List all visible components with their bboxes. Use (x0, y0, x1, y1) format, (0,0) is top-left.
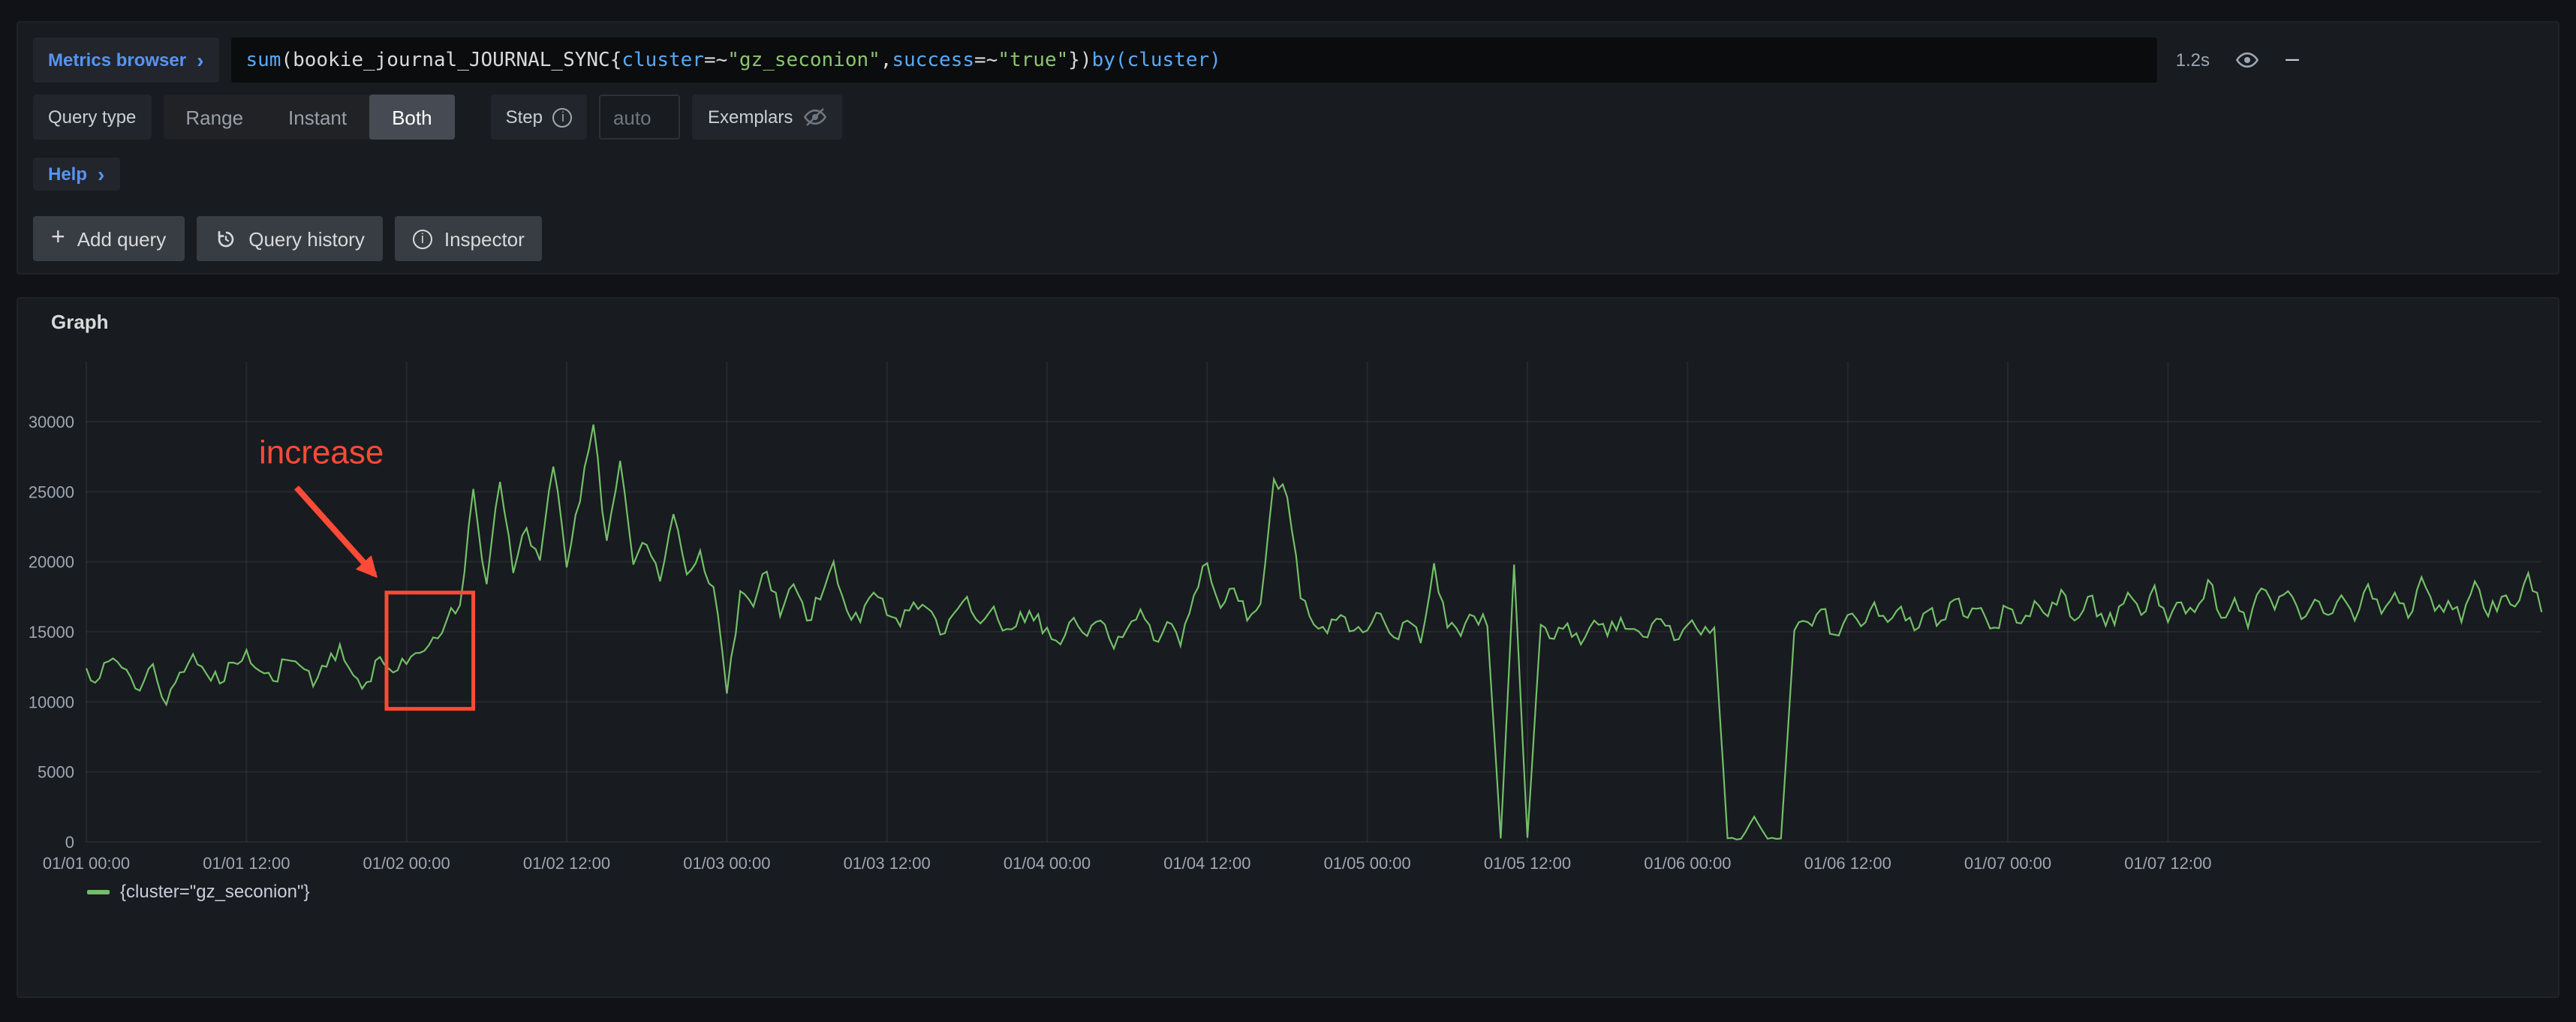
query-expression: sum(bookie_journal_JOURNAL_SYNC{cluster=… (245, 49, 1221, 71)
y-axis-label: 30000 (29, 413, 74, 431)
panel-title[interactable]: Graph (51, 311, 109, 333)
legend-swatch (87, 889, 110, 894)
y-axis-label: 15000 (29, 623, 74, 642)
y-axis-label: 25000 (29, 482, 74, 501)
actions-row: + Add query Query history i Inspector (33, 216, 2543, 261)
info-icon: i (412, 229, 432, 248)
x-axis-label: 01/05 00:00 (1324, 854, 1411, 873)
add-query-button[interactable]: + Add query (33, 216, 185, 261)
x-axis-label: 01/01 00:00 (43, 854, 130, 873)
series-line (85, 424, 2543, 840)
query-type-both[interactable]: Both (369, 95, 455, 140)
step-label-chip: Step i (490, 95, 588, 140)
exemplars-label: Exemplars (707, 107, 793, 128)
history-icon (214, 227, 236, 250)
query-editor-card: Metrics browser › sum(bookie_journal_JOU… (17, 21, 2559, 275)
eye-slash-icon[interactable] (803, 105, 827, 129)
x-axis-label: 01/07 12:00 (2124, 854, 2211, 873)
x-axis-label: 01/02 00:00 (363, 854, 450, 873)
chevron-right-icon: › (98, 162, 105, 186)
query-options-row: Query type Range Instant Both Step i Exemp… (33, 95, 2543, 140)
x-axis-label: 01/06 00:00 (1644, 854, 1731, 873)
query-duration-badge: 1.2s (2175, 50, 2210, 71)
inspector-button[interactable]: i Inspector (394, 216, 543, 261)
query-type-group: Range Instant Both (163, 95, 455, 140)
annotation-text: increase (259, 434, 384, 471)
query-type-label: Query type (33, 95, 152, 140)
chart-legend: {cluster="gz_seconion"} (87, 881, 310, 902)
query-history-label: Query history (248, 227, 365, 250)
eye-icon (2235, 48, 2259, 72)
annotation-arrow (294, 485, 378, 579)
info-icon: i (552, 107, 573, 127)
y-axis-label: 10000 (29, 693, 74, 711)
x-axis-label: 01/06 12:00 (1804, 854, 1891, 873)
x-axis-label: 01/05 12:00 (1484, 854, 1571, 873)
y-axis-label: 20000 (29, 553, 74, 572)
collapse-query-button[interactable]: – (2270, 38, 2315, 83)
y-axis-label: 0 (65, 833, 74, 852)
x-axis-label: 01/04 00:00 (1004, 854, 1091, 873)
x-axis-label: 01/02 12:00 (523, 854, 610, 873)
query-expression-input[interactable]: sum(bookie_journal_JOURNAL_SYNC{cluster=… (230, 38, 2158, 83)
query-row: Metrics browser › sum(bookie_journal_JOU… (33, 38, 2315, 83)
x-axis-label: 01/01 12:00 (203, 854, 290, 873)
annotation-box (384, 591, 476, 711)
y-axis-label: 5000 (38, 763, 74, 782)
x-axis-label: 01/04 12:00 (1163, 854, 1250, 873)
x-axis-label: 01/03 12:00 (844, 854, 931, 873)
legend-series-label[interactable]: {cluster="gz_seconion"} (120, 881, 310, 902)
graph-panel: Graph 0 5000 10000 15000 20000 25000 30000 01/0… (17, 297, 2559, 998)
query-history-button[interactable]: Query history (196, 216, 383, 261)
chevron-right-icon: › (197, 48, 204, 72)
plus-icon: + (51, 225, 65, 251)
query-type-instant[interactable]: Instant (288, 106, 348, 128)
x-axis-label: 01/03 00:00 (683, 854, 770, 873)
help-row: Help › (33, 158, 2543, 191)
step-input[interactable] (599, 95, 681, 140)
exemplars-chip: Exemplars (692, 95, 843, 140)
add-query-label: Add query (77, 227, 167, 250)
minus-icon: – (2286, 47, 2299, 72)
x-axis-label: 01/07 00:00 (1964, 854, 2051, 873)
toggle-query-visibility-button[interactable] (2225, 38, 2270, 83)
help-label: Help (48, 164, 88, 185)
metrics-browser-label: Metrics browser (48, 50, 187, 71)
inspector-label: Inspector (444, 227, 525, 250)
metrics-browser-button[interactable]: Metrics browser › (33, 38, 219, 83)
step-label: Step (505, 107, 543, 128)
help-button[interactable]: Help › (33, 158, 120, 191)
query-type-range[interactable]: Range (185, 106, 244, 128)
time-series-chart[interactable]: 0 5000 10000 15000 20000 25000 30000 01/01 00:0… (18, 299, 2558, 996)
